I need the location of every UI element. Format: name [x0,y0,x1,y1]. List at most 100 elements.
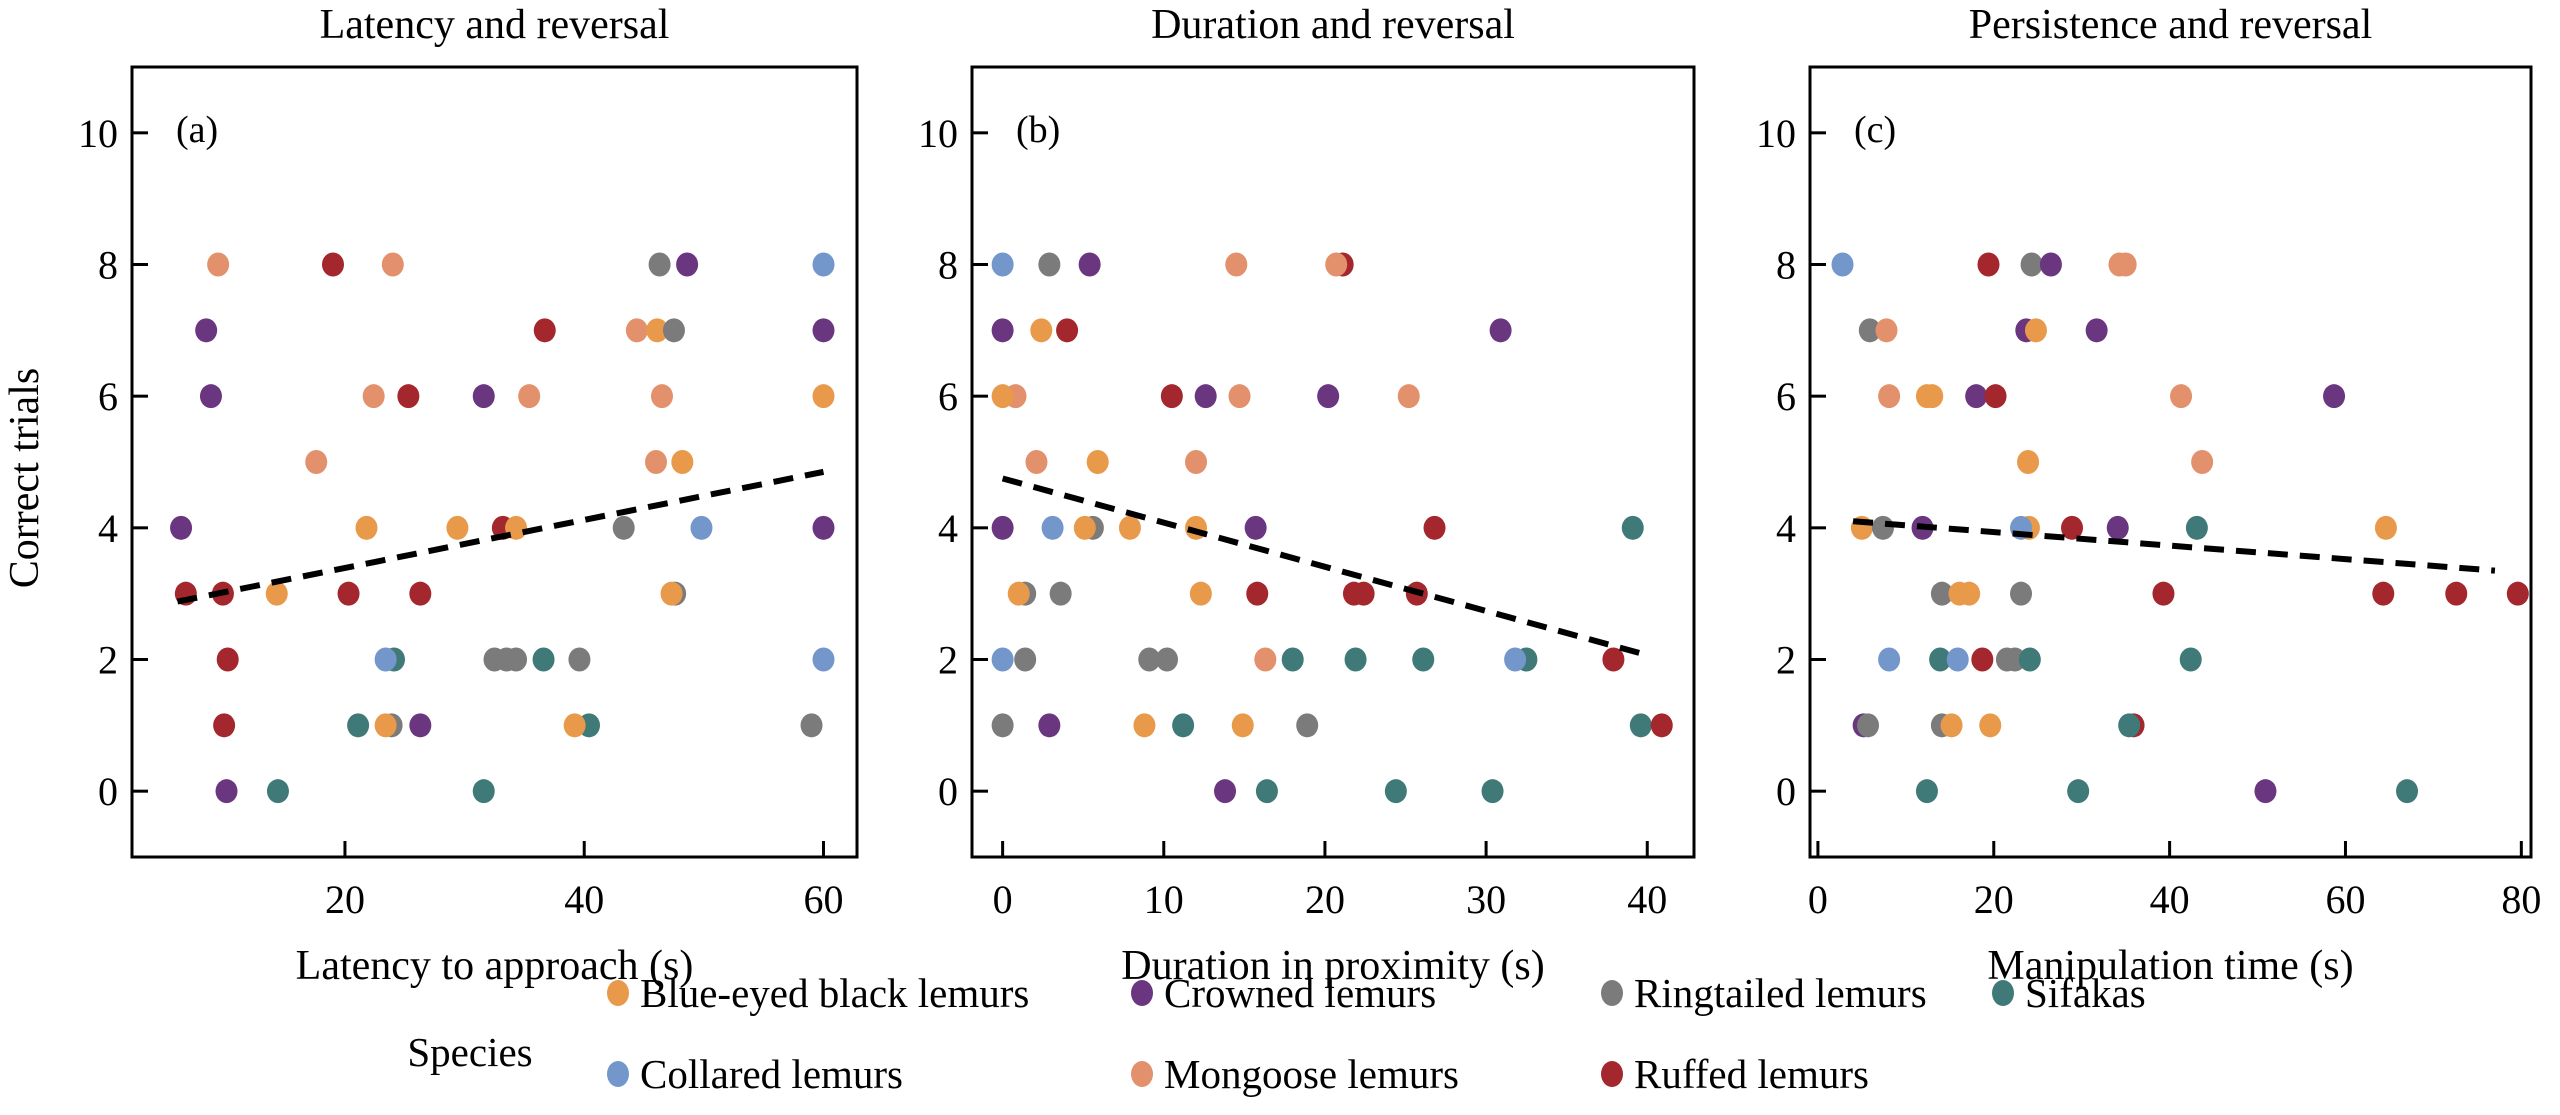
data-point-mongoose [625,318,648,343]
data-point-mongoose [2170,384,2193,409]
data-point-ringtailed [1014,647,1037,672]
data-point-collared [812,647,835,672]
panel-title: Latency and reversal [320,2,670,48]
panel-title: Persistence and reversal [1969,2,2373,48]
data-point-ringtailed [1138,647,1161,672]
data-point-ringtailed [1871,515,1894,540]
panel-a: Latency and reversal (a) 0 2 4 6 8 10 20 40 60 Late… [78,2,859,989]
x-tick-label: 0 [993,877,1013,922]
data-point-crowned [1965,384,1988,409]
data-point-ringtailed [1038,252,1061,277]
legend-marker [1601,1061,1623,1087]
legend-marker [1131,980,1153,1006]
data-point-ringtailed [2010,581,2033,606]
data-point-ringtailed [568,647,591,672]
y-axis-label: Correct trials [2,368,48,588]
data-point-blue-eyed [2374,515,2397,540]
trend-line [1852,518,2496,574]
data-point-collared [1831,252,1854,277]
data-point-sifakas [1281,647,1304,672]
legend-item-mongoose: Mongoose lemurs [1131,1051,1459,1097]
data-point-sifakas [1172,713,1195,738]
y-tick-label: 6 [98,374,118,419]
x-tick-label: 20 [1974,877,2014,922]
legend-label: Blue-eyed black lemurs [640,970,1029,1016]
data-point-blue-eyed [1030,318,1053,343]
y-tick-label: 8 [98,243,118,288]
data-point-sifakas [2396,779,2419,804]
data-point-mongoose [1325,252,1348,277]
data-point-ruffed [213,713,236,738]
data-point-collared [1946,647,1969,672]
data-point-crowned [812,318,835,343]
data-point-ringtailed [662,318,685,343]
data-point-crowned [2085,318,2108,343]
data-point-crowned [215,779,238,804]
data-point-ruffed [2506,581,2529,606]
y-tick-label: 4 [1776,506,1796,551]
data-point-crowned [2039,252,2062,277]
data-point-mongoose [645,450,668,474]
y-tick-label: 6 [1776,374,1796,419]
data-point-mongoose [1254,647,1277,672]
y-tick-label: 8 [1776,243,1796,288]
data-point-ruffed [1423,515,1446,540]
data-point-sifakas [2185,515,2208,540]
legend-label: Collared lemurs [640,1051,903,1097]
data-point-blue-eyed [1979,713,2002,738]
data-point-ruffed [1971,647,1994,672]
data-point-crowned [472,384,495,409]
data-point-blue-eyed [446,515,469,540]
data-point-crowned [991,515,1014,540]
y-tick-label: 0 [1776,769,1796,814]
data-point-crowned [1078,252,1101,277]
data-point-blue-eyed [1231,713,1254,738]
data-point-collared [812,252,835,277]
data-point-ringtailed [1857,713,1880,738]
panel-title: Duration and reversal [1151,2,1515,48]
data-point-crowned [2106,515,2129,540]
data-point-mongoose [650,384,673,409]
data-point-blue-eyed [1118,515,1141,540]
data-point-ruffed [2061,515,2084,540]
data-point-mongoose [518,384,541,409]
data-point-mongoose [362,384,385,409]
data-point-ringtailed [1858,318,1881,343]
data-point-mongoose [1878,384,1901,409]
data-point-ringtailed [2020,252,2043,277]
data-point-blue-eyed [671,450,694,474]
legend-item-ringtailed: Ringtailed lemurs [1601,970,1927,1016]
y-tick-label: 4 [938,506,958,551]
data-point-mongoose [2114,252,2137,277]
panel-tag: (a) [176,109,218,151]
data-point-ruffed [1160,384,1183,409]
data-point-crowned [2323,384,2346,409]
data-point-sifakas [2067,779,2090,804]
legend-item-sifakas: Sifakas [1992,970,2146,1016]
legend-marker [607,1061,629,1087]
data-point-blue-eyed [2017,450,2040,474]
data-point-sifakas [2179,647,2202,672]
data-point-collared [690,515,713,540]
data-point-ruffed [321,252,344,277]
data-point-ringtailed [505,647,528,672]
data-point-blue-eyed [1133,713,1156,738]
data-point-blue-eyed [374,713,397,738]
x-axis-label: Latency to approach (s) [296,943,694,989]
y-tick-label: 2 [938,638,958,683]
plot-frame [970,65,1696,859]
legend-label: Ringtailed lemurs [1634,970,1927,1016]
data-point-blue-eyed [563,713,586,738]
data-point-collared [991,252,1014,277]
legend-title: Species [407,1029,532,1075]
data-point-ringtailed [991,713,1014,738]
y-tick-label: 2 [98,638,118,683]
data-point-mongoose [207,252,230,277]
data-point-ruffed [409,581,432,606]
data-point-blue-eyed [646,318,669,343]
x-tick-label: 40 [564,877,604,922]
data-point-ruffed [216,647,239,672]
data-point-crowned [199,384,222,409]
data-point-sifakas [266,779,289,804]
